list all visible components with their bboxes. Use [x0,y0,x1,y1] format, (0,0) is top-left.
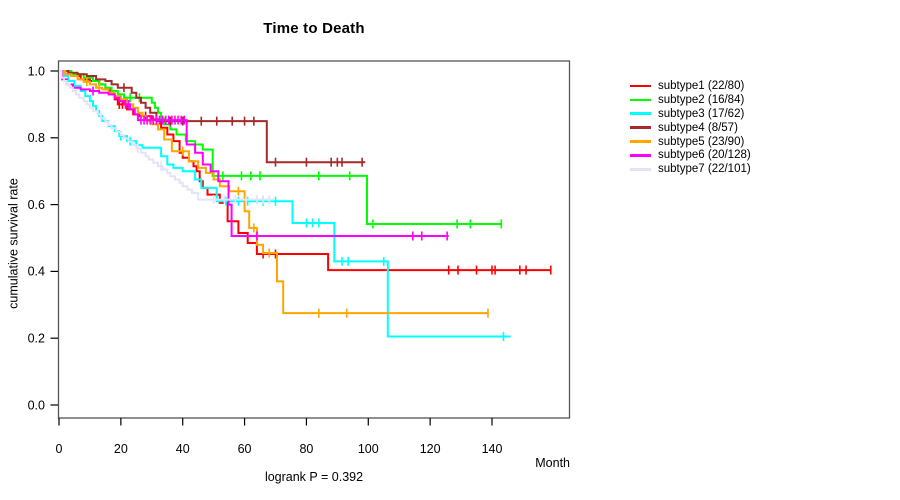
km-curve-path [59,70,502,225]
km-curve-subtype7 [59,70,274,205]
chart-title: Time to Death [263,20,365,37]
censor-ticks-subtype4 [123,83,363,167]
legend-line-swatch [630,98,651,102]
y-axis-ticks: 0.0 0.2 0.4 0.6 0.8 1.0 [28,64,58,412]
x-tick-label: 60 [238,442,252,456]
x-axis-ticks: 0 20 40 60 80 100 120 140 [56,418,503,456]
legend-item: subtype1 (22/80) [630,79,751,93]
legend: subtype1 (22/80) subtype2 (16/84) subtype3… [630,79,751,176]
legend-item: subtype2 (16/84) [630,93,751,107]
x-tick-label: 80 [299,442,313,456]
censor-ticks-subtype2 [129,93,503,229]
censor-ticks-subtype7 [137,143,271,205]
legend-item: subtype5 (23/90) [630,135,751,149]
y-tick-label: 0.0 [28,398,45,412]
y-tick-label: 0.6 [28,198,45,212]
km-curve-path [59,70,551,272]
y-tick-label: 0.2 [28,332,45,346]
legend-line-swatch [630,84,651,88]
legend-item-label: subtype2 (16/84) [658,93,745,106]
x-tick-label: 0 [56,442,63,456]
km-curve-subtype3 [59,70,511,342]
legend-item: subtype3 (17/62) [630,107,751,121]
y-tick-label: 0.4 [28,265,45,279]
km-curve-subtype1 [59,70,552,275]
y-tick-label: 1.0 [28,64,45,78]
y-tick-label: 0.8 [28,131,45,145]
censor-ticks-subtype5 [86,77,489,318]
x-tick-label: 20 [114,442,128,456]
legend-item-label: subtype1 (22/80) [658,79,745,92]
logrank-annotation: logrank P = 0.392 [264,470,364,484]
km-curve-path [59,70,449,237]
x-tick-label: 40 [176,442,190,456]
x-tick-label: 100 [358,442,379,456]
km-curve-path [59,70,274,201]
km-curve-path [59,70,488,315]
plot-box [57,60,571,419]
km-curve-path [59,70,511,338]
x-tick-label: 120 [420,442,441,456]
legend-item: subtype7 (22/101) [630,162,751,176]
legend-line-swatch [630,154,651,157]
legend-line-swatch [630,112,651,115]
legend-line-swatch [630,126,651,129]
x-axis-label: Month [535,456,570,470]
legend-item-label: subtype4 (8/57) [658,121,738,134]
legend-item-label: subtype3 (17/62) [658,107,745,120]
legend-line-swatch [630,168,651,171]
legend-item-label: subtype6 (20/128) [658,149,751,162]
km-curve-subtype4 [59,70,366,167]
km-curve-subtype2 [59,70,503,229]
censor-ticks-subtype6 [92,86,448,241]
legend-item: subtype4 (8/57) [630,121,751,135]
legend-item: subtype6 (20/128) [630,148,751,162]
km-curve-subtype6 [59,70,449,241]
legend-line-swatch [630,140,651,143]
y-axis-label: cumulative survival rate [6,178,21,309]
legend-item-label: subtype5 (23/90) [658,135,745,148]
km-curve-subtype5 [59,70,489,318]
km-curve-path [59,70,366,164]
legend-item-label: subtype7 (22/101) [658,163,751,176]
x-tick-label: 140 [482,442,503,456]
